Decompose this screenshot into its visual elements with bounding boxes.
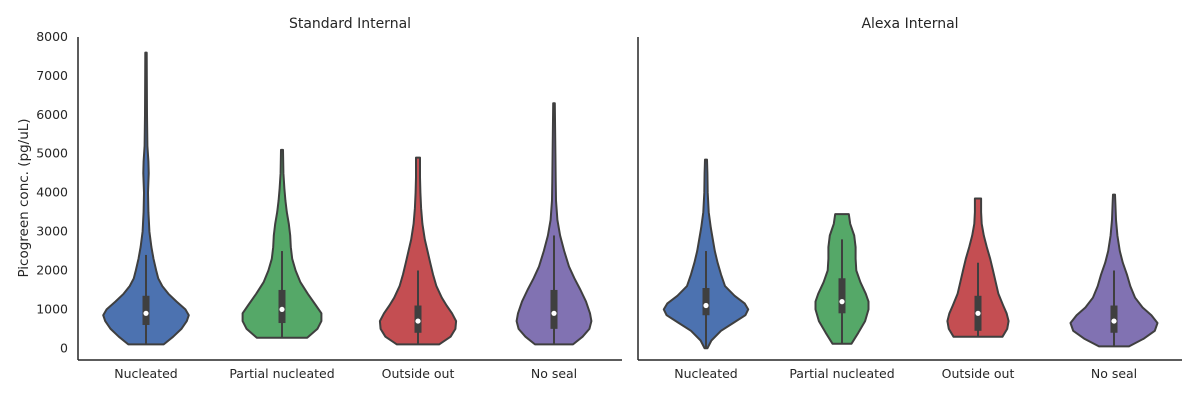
violin-median bbox=[143, 310, 149, 316]
x-tick-label: Nucleated bbox=[674, 366, 738, 381]
violin-median bbox=[279, 306, 285, 313]
y-tick-label: 1000 bbox=[36, 301, 68, 316]
y-tick-label: 5000 bbox=[36, 146, 68, 161]
violin-iqr-box bbox=[838, 278, 846, 314]
violin-body bbox=[102, 51, 190, 346]
y-axis-label: Picogreen conc. (pg/uL) bbox=[16, 118, 32, 277]
panel-2: Alexa Internal Nucleated Partial nucleated… bbox=[637, 16, 1182, 381]
x-tick-label: Nucleated bbox=[114, 366, 178, 381]
violin-median bbox=[415, 318, 421, 324]
panel-title: Alexa Internal bbox=[861, 16, 958, 32]
violin-iqr-box bbox=[702, 288, 710, 316]
violin-median bbox=[975, 310, 981, 316]
x-tick-label: Outside out bbox=[382, 366, 455, 381]
x-tick-label: Partial nucleated bbox=[789, 366, 894, 381]
y-tick-label: 0 bbox=[60, 340, 68, 355]
violin-median bbox=[839, 299, 845, 305]
violin-iqr-box bbox=[550, 289, 558, 329]
x-tick-label: No seal bbox=[1091, 366, 1137, 381]
violin-body bbox=[241, 148, 323, 339]
violin-body bbox=[515, 102, 593, 346]
x-tick-label: Outside out bbox=[942, 366, 1015, 381]
y-tick-label: 4000 bbox=[36, 185, 68, 200]
panel-1: Standard Internal 0 1000 2000 3000 4000 5000 60… bbox=[36, 16, 622, 381]
violin-median bbox=[703, 302, 709, 309]
y-tick-label: 6000 bbox=[36, 107, 68, 122]
violin-body bbox=[378, 156, 458, 346]
violin-median bbox=[551, 310, 557, 316]
y-tick-label: 3000 bbox=[36, 224, 68, 239]
x-tick-label: Partial nucleated bbox=[229, 366, 334, 381]
violin-iqr-box bbox=[278, 289, 286, 324]
x-tick-label: No seal bbox=[531, 366, 577, 381]
y-tick-label: 8000 bbox=[36, 29, 68, 44]
panel-title: Standard Internal bbox=[289, 16, 411, 32]
y-tick-label: 2000 bbox=[36, 262, 68, 277]
violin-median bbox=[1111, 318, 1117, 324]
violin-iqr-box bbox=[142, 295, 150, 325]
y-tick-label: 7000 bbox=[36, 68, 68, 83]
